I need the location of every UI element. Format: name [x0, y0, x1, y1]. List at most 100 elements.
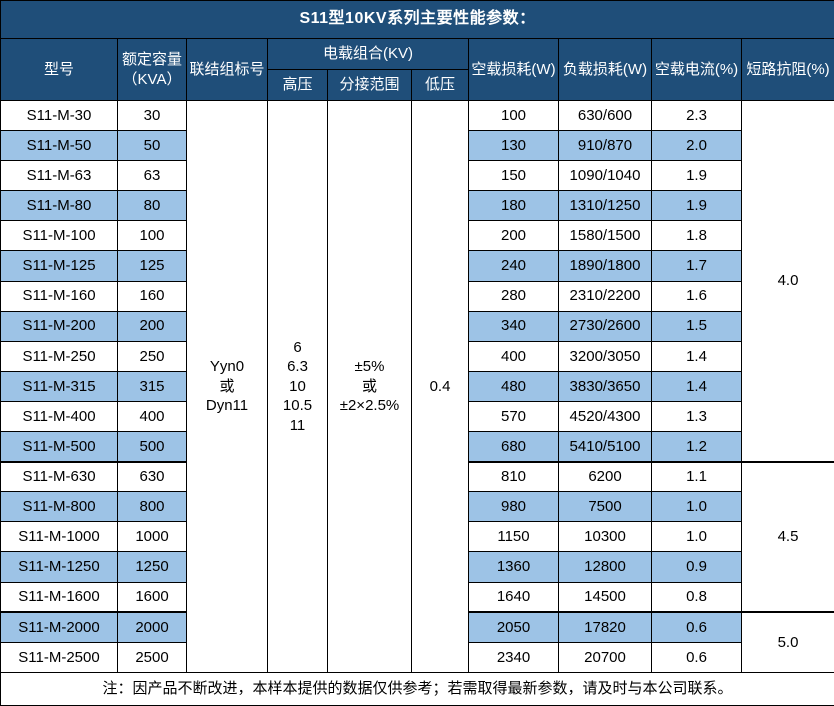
- table-row: S11-M-315 315 480 3830/3650 1.4: [0, 370, 834, 402]
- model-cell: S11-M-200: [0, 310, 118, 342]
- model-cell: S11-M-500: [0, 431, 118, 463]
- load-loss-cell: 14500: [558, 581, 652, 613]
- table-row: S11-M-50 50 130 910/870 2.0: [0, 130, 834, 162]
- table-row: S11-M-1000 1000 1150 10300 1.0: [0, 521, 834, 553]
- no-load-loss-cell: 1360: [468, 551, 559, 583]
- model-cell: S11-M-630: [0, 460, 118, 493]
- capacity-cell: 80: [117, 190, 187, 222]
- no-load-loss-cell: 400: [468, 340, 559, 372]
- header-row-main: 型号 额定容量 （KVA） 联结组标号 电载组合(KV) 空载损耗(W) 负载损…: [0, 38, 834, 101]
- model-cell: S11-M-63: [0, 160, 118, 192]
- capacity-cell: 30: [117, 99, 187, 132]
- no-load-loss-cell: 130: [468, 130, 559, 162]
- load-loss-cell: 4520/4300: [558, 400, 652, 433]
- col-header-hv: 高压: [267, 69, 328, 101]
- model-cell: S11-M-315: [0, 370, 118, 402]
- table-row: S11-M-200 200 340 2730/2600 1.5: [0, 310, 834, 342]
- load-loss-cell: 10300: [558, 521, 652, 553]
- no-load-loss-cell: 980: [468, 491, 559, 523]
- no-load-loss-cell: 480: [468, 370, 559, 402]
- no-load-loss-cell: 810: [468, 460, 559, 493]
- table-row: S11-M-100 100 200 1580/1500 1.8: [0, 220, 834, 252]
- no-load-current-cell: 1.5: [651, 310, 742, 342]
- lv-cell: 0.4: [411, 100, 469, 673]
- table-row: S11-M-160 160 280 2310/2200 1.6: [0, 280, 834, 312]
- page-title: S11型10KV系列主要性能参数：: [0, 0, 834, 39]
- model-cell: S11-M-160: [0, 280, 118, 312]
- model-cell: S11-M-125: [0, 250, 118, 282]
- header-row-sub: 高压 分接范围 低压: [1, 69, 834, 101]
- no-load-current-cell: 1.8: [651, 220, 742, 252]
- tap-range-cell: ±5% 或 ±2×2.5%: [327, 100, 412, 673]
- capacity-cell: 400: [117, 400, 187, 433]
- no-load-current-cell: 0.6: [651, 641, 742, 674]
- load-loss-cell: 20700: [558, 641, 652, 674]
- connection-cell: Yyn0 或 Dyn11: [186, 100, 268, 673]
- load-loss-cell: 17820: [558, 611, 652, 643]
- capacity-cell: 500: [117, 431, 187, 463]
- no-load-current-cell: 1.4: [651, 340, 742, 372]
- capacity-cell: 630: [117, 460, 187, 493]
- table-row: S11-M-2500 2500 2340 20700 0.6: [0, 641, 834, 674]
- col-header-impedance: 短路抗阻(%): [740, 38, 834, 101]
- load-loss-cell: 7500: [558, 491, 652, 523]
- no-load-current-cell: 2.0: [651, 130, 742, 162]
- model-cell: S11-M-80: [0, 190, 118, 222]
- table-row: S11-M-2000 2000 2050 17820 0.6 5.0: [0, 611, 834, 674]
- model-cell: S11-M-400: [0, 400, 118, 433]
- note-row: 注：因产品不断改进，本样本提供的数据仅供参考；若需取得最新参数，请及时与本公司联…: [0, 672, 834, 706]
- model-cell: S11-M-1600: [0, 581, 118, 613]
- load-loss-cell: 5410/5100: [558, 431, 652, 463]
- capacity-cell: 125: [117, 250, 187, 282]
- table-row: S11-M-1250 1250 1360 12800 0.9: [0, 551, 834, 583]
- col-header-voltage-group: 电载组合(KV): [267, 38, 469, 70]
- col-header-load-loss: 负载损耗(W): [558, 38, 652, 101]
- model-cell: S11-M-2000: [0, 611, 118, 643]
- capacity-cell: 800: [117, 491, 187, 523]
- table-row: S11-M-125 125 240 1890/1800 1.7: [0, 250, 834, 282]
- no-load-loss-cell: 570: [468, 400, 559, 433]
- capacity-cell: 50: [117, 130, 187, 162]
- table-row: S11-M-63 63 150 1090/1040 1.9: [0, 160, 834, 192]
- no-load-current-cell: 0.6: [651, 611, 742, 643]
- no-load-loss-cell: 1150: [468, 521, 559, 553]
- no-load-loss-cell: 2340: [468, 641, 559, 674]
- load-loss-cell: 3830/3650: [558, 370, 652, 402]
- no-load-current-cell: 1.4: [651, 370, 742, 402]
- model-cell: S11-M-50: [0, 130, 118, 162]
- capacity-cell: 315: [117, 370, 187, 402]
- capacity-cell: 1600: [117, 581, 187, 613]
- load-loss-cell: 3200/3050: [558, 340, 652, 372]
- model-cell: S11-M-800: [0, 491, 118, 523]
- no-load-current-cell: 1.3: [651, 400, 742, 433]
- load-loss-cell: 910/870: [558, 130, 652, 162]
- capacity-cell: 1250: [117, 551, 187, 583]
- no-load-current-cell: 1.7: [651, 250, 742, 282]
- table-row: S11-M-400 400 570 4520/4300 1.3: [0, 400, 834, 433]
- model-cell: S11-M-1000: [0, 521, 118, 553]
- no-load-loss-cell: 240: [468, 250, 559, 282]
- no-load-loss-cell: 100: [468, 99, 559, 132]
- no-load-current-cell: 1.6: [651, 280, 742, 312]
- no-load-current-cell: 0.9: [651, 551, 742, 583]
- model-cell: S11-M-250: [0, 340, 118, 372]
- load-loss-cell: 630/600: [558, 99, 652, 132]
- col-header-tap-range: 分接范围: [327, 69, 412, 101]
- capacity-cell: 2000: [117, 611, 187, 643]
- capacity-cell: 250: [117, 340, 187, 372]
- load-loss-cell: 12800: [558, 551, 652, 583]
- model-cell: S11-M-30: [0, 99, 118, 132]
- no-load-current-cell: 1.0: [651, 521, 742, 553]
- table-row: S11-M-630 630 810 6200 1.1 4.5: [0, 460, 834, 613]
- no-load-current-cell: 1.0: [651, 491, 742, 523]
- no-load-current-cell: 1.2: [651, 431, 742, 463]
- no-load-current-cell: 2.3: [651, 99, 742, 132]
- no-load-loss-cell: 340: [468, 310, 559, 342]
- capacity-cell: 63: [117, 160, 187, 192]
- no-load-loss-cell: 680: [468, 431, 559, 463]
- model-cell: S11-M-1250: [0, 551, 118, 583]
- no-load-loss-cell: 180: [468, 190, 559, 222]
- table-row: S11-M-500 500 680 5410/5100 1.2: [0, 431, 834, 463]
